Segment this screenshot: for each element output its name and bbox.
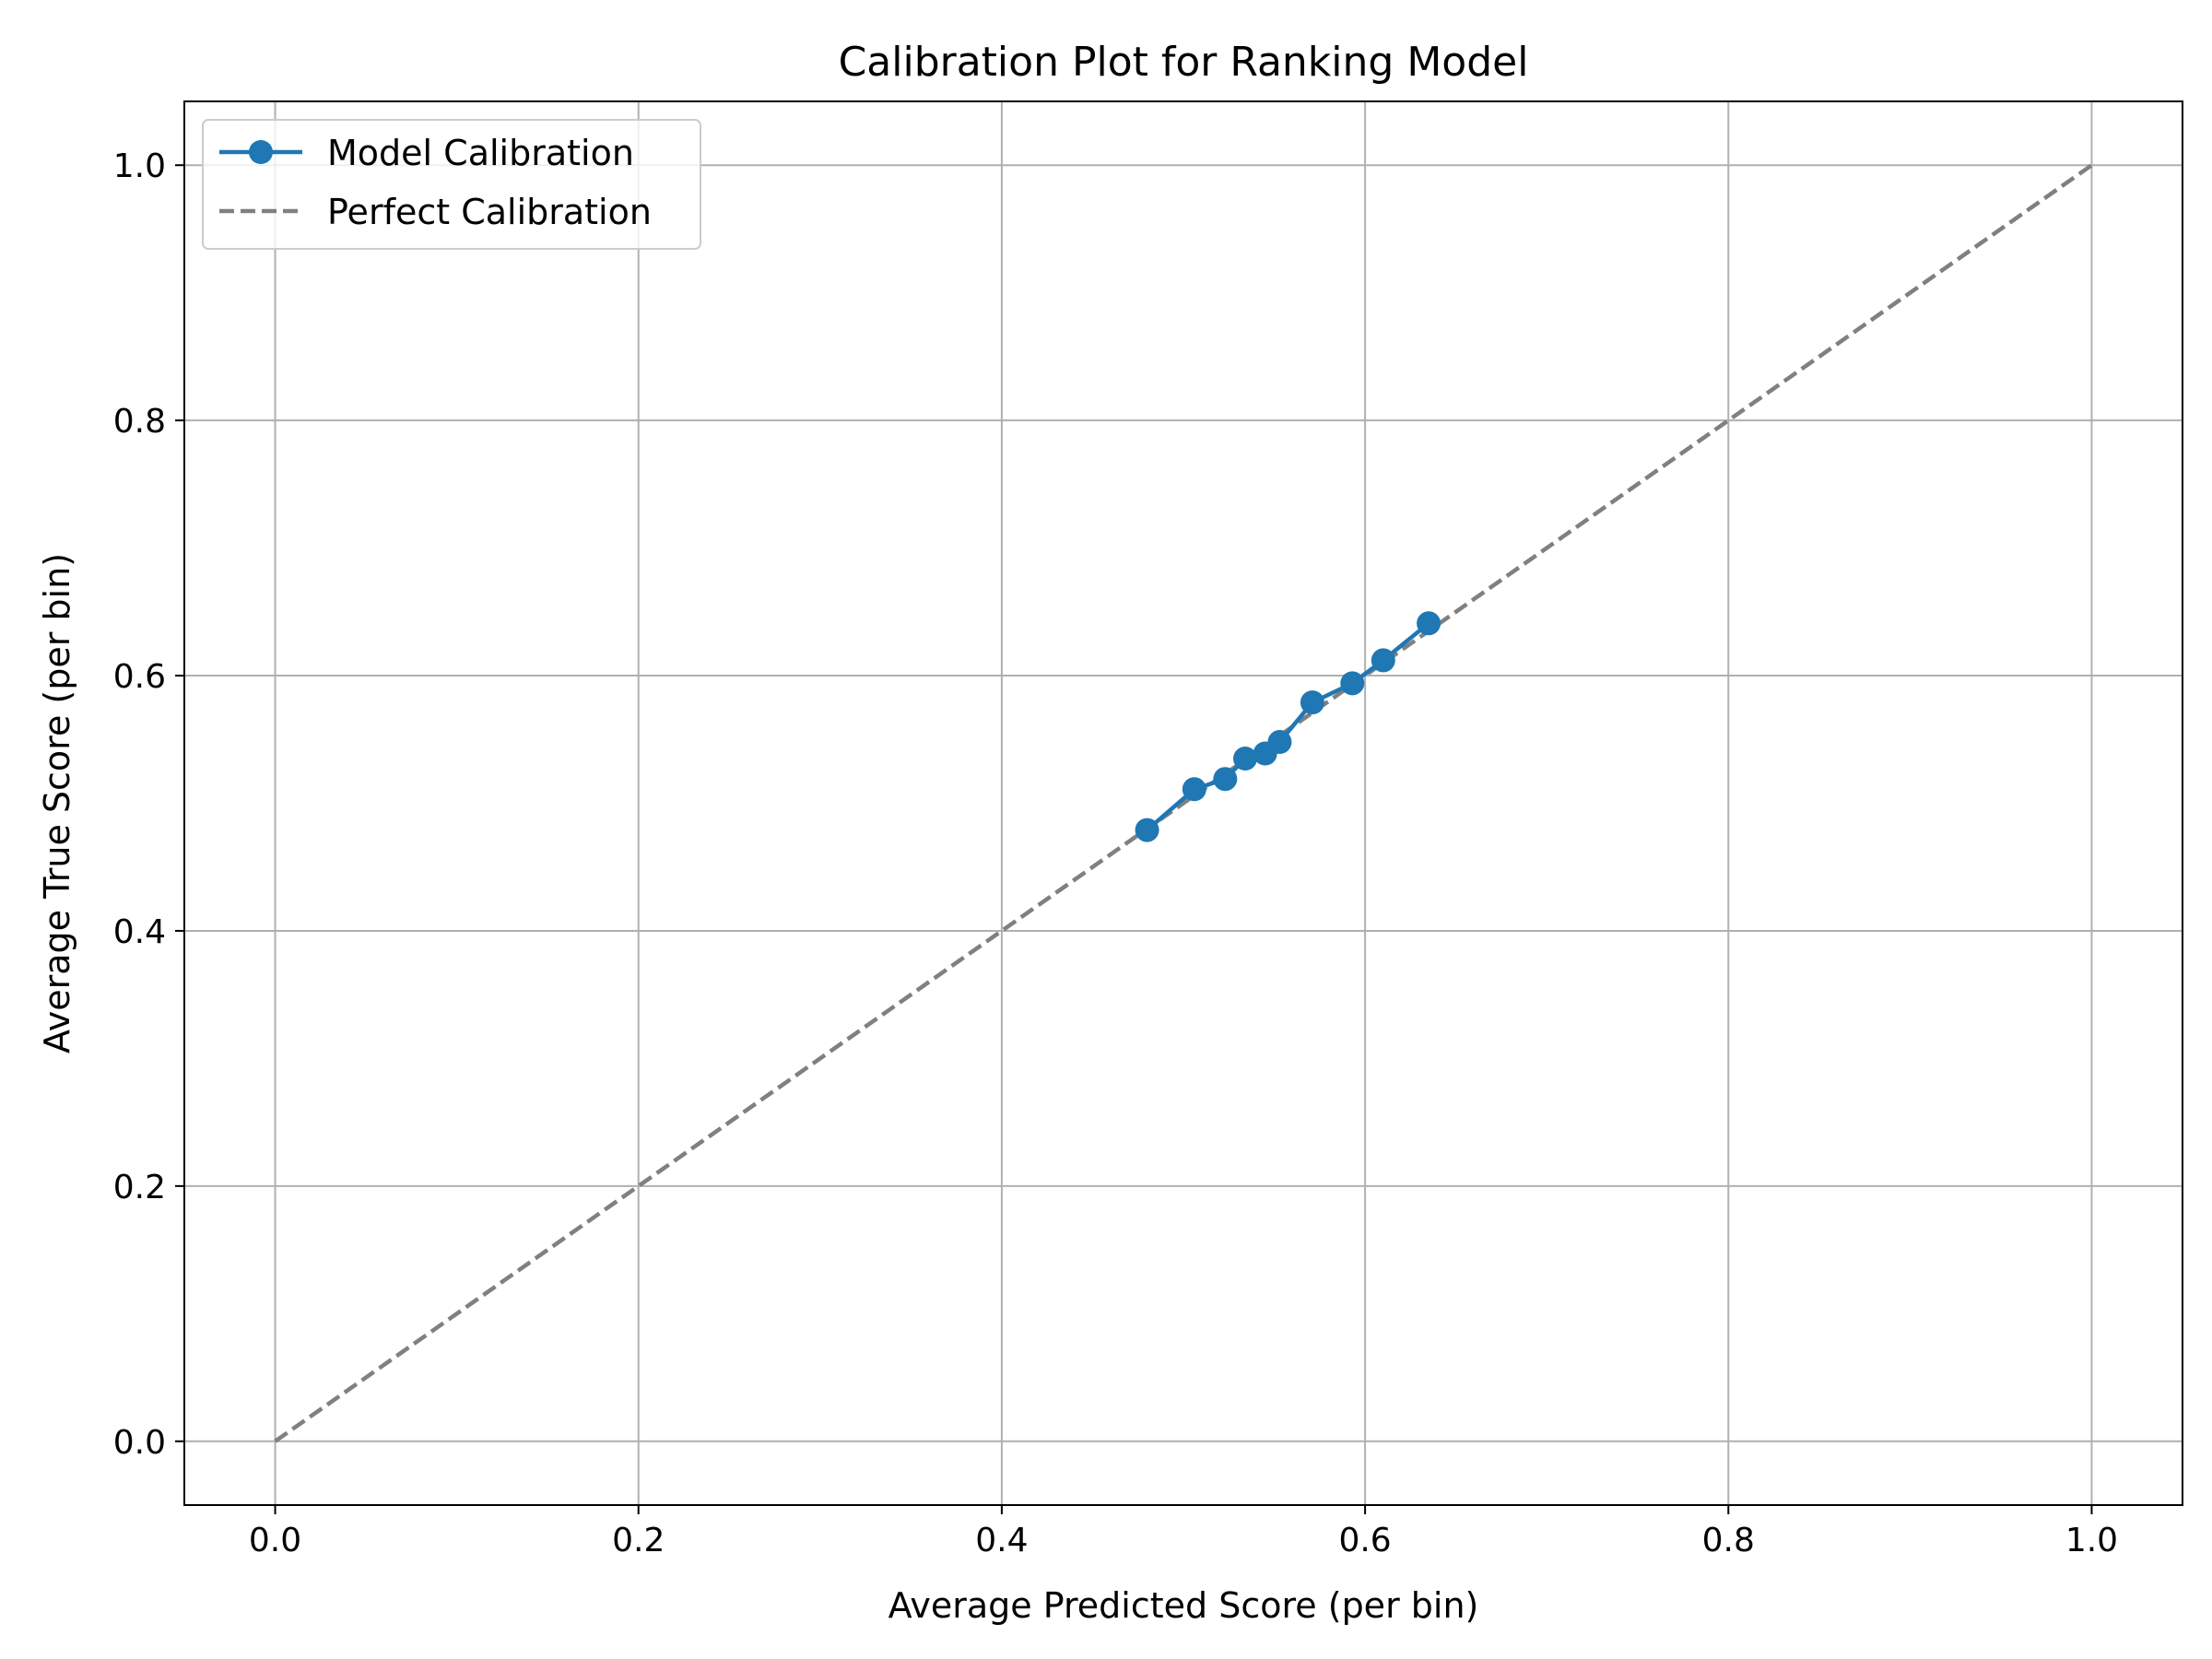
series-line-perfect-calibration (274, 163, 2093, 1443)
y-axis-title: Average True Score (per bin) (37, 553, 77, 1053)
x-tick-label: 1.0 (2065, 1522, 2118, 1559)
data-point-model-calibration (1371, 648, 1395, 673)
axis-ticks: 0.0 0.2 0.4 0.6 0.8 1.0 0.0 0.2 0.4 0.6 0.8 1.0 (113, 147, 2118, 1559)
y-tick-label: 1.0 (113, 147, 166, 185)
x-tick-label: 0.6 (1338, 1522, 1391, 1559)
data-point-model-calibration (1233, 747, 1258, 771)
x-tick-label: 0.2 (612, 1522, 665, 1559)
plot-series (274, 163, 2093, 1443)
x-tick-label: 0.0 (249, 1522, 301, 1559)
x-axis-title: Average Predicted Score (per bin) (888, 1585, 1479, 1626)
data-point-model-calibration (1182, 777, 1206, 802)
x-tick-label: 0.8 (1702, 1522, 1755, 1559)
legend-label-perfect-calibration: Perfect Calibration (327, 192, 652, 232)
data-point-model-calibration (1340, 671, 1365, 696)
data-point-model-calibration (1417, 611, 1441, 636)
y-tick-label: 0.2 (113, 1169, 166, 1206)
data-point-model-calibration (1213, 767, 1238, 792)
chart-title: Calibration Plot for Ranking Model (839, 39, 1529, 86)
legend: Model Calibration Perfect Calibration (202, 119, 701, 250)
y-tick-label: 0.8 (113, 403, 166, 441)
y-tick-label: 0.4 (113, 913, 166, 951)
plot-frame (183, 100, 2183, 1506)
x-tick-label: 0.4 (975, 1522, 1028, 1559)
y-tick-label: 0.0 (113, 1424, 166, 1462)
legend-box (202, 119, 701, 250)
legend-label-model-calibration: Model Calibration (327, 133, 634, 173)
legend-marker-model-calibration (249, 140, 273, 164)
y-tick-label: 0.6 (113, 658, 166, 696)
data-point-model-calibration (1267, 730, 1292, 755)
data-point-model-calibration (1135, 818, 1159, 842)
data-point-model-calibration (1300, 690, 1324, 715)
